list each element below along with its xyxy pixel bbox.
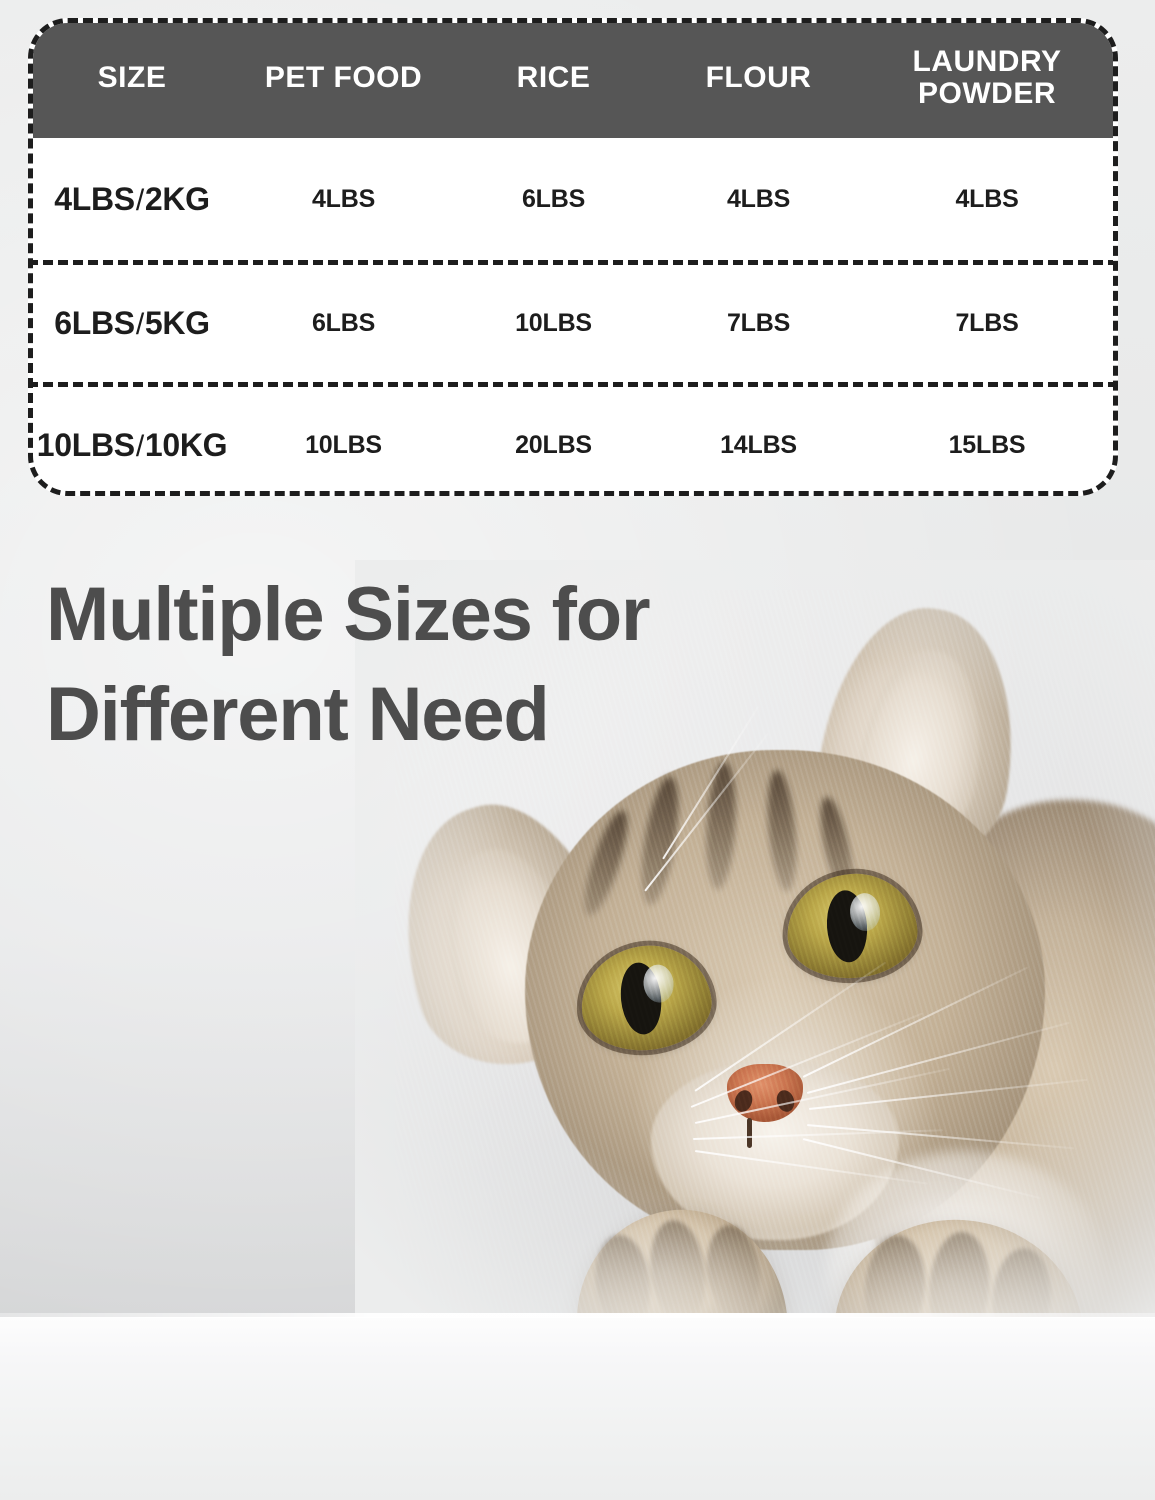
cell-pet-food: 4LBS [311,184,376,213]
cell-rice: 20LBS [515,431,592,459]
size-spec-table: SIZE PET FOOD RICE FLOUR LAUNDRY POWDER … [28,18,1118,496]
column-header-rice: RICE [516,60,591,94]
cell-rice: 10LBS [515,309,592,337]
cell-rice: 6LBS [521,184,586,213]
headline-line-1: Multiple Sizes for [46,572,651,657]
column-header-size: SIZE [97,60,167,94]
size-lbs: 6LBS [54,305,135,341]
cell-flour: 7LBS [726,309,791,337]
white-ledge-surface [0,1318,1155,1500]
table-row: 4LBS/2KG 4LBS 6LBS 4LBS 4LBS [33,138,1113,260]
laundry-line-2: POWDER [918,77,1056,110]
headline-line-2: Different Need [46,672,550,758]
laundry-line-1: LAUNDRY [912,44,1062,78]
cell-size: 6LBS/5KG [33,305,236,342]
table-row: 10LBS/10KG 10LBS 20LBS 14LBS 15LBS [33,382,1113,491]
column-header-flour: FLOUR [705,60,812,94]
size-separator: / [135,183,144,217]
cell-flour: 4LBS [726,184,791,213]
table-header-row: SIZE PET FOOD RICE FLOUR LAUNDRY POWDER [33,23,1113,138]
cell-laundry-powder: 4LBS [955,184,1019,213]
cell-size: 4LBS/2KG [33,180,236,218]
column-header-pet-food: PET FOOD [264,60,423,94]
size-kg: 10KG [144,427,228,463]
size-kg: 5KG [144,305,210,341]
size-separator: / [135,430,144,463]
size-lbs: 4LBS [54,180,135,217]
size-separator: / [135,308,144,341]
cell-laundry-powder: 7LBS [955,309,1019,337]
cell-pet-food: 6LBS [311,309,376,337]
table-body: 4LBS/2KG 4LBS 6LBS 4LBS 4LBS 6LBS/5KG 6L… [33,138,1113,491]
headline: Multiple Sizes for Different Need [46,565,846,766]
cell-flour: 14LBS [720,431,797,459]
table-row: 6LBS/5KG 6LBS 10LBS 7LBS 7LBS [33,260,1113,382]
cat-mouth [747,1118,752,1148]
cell-size: 10LBS/10KG [33,427,236,464]
size-kg: 2KG [144,180,210,217]
cell-laundry-powder: 15LBS [948,431,1026,459]
ledge-highlight [0,1313,1155,1319]
size-lbs: 10LBS [36,427,135,463]
cell-pet-food: 10LBS [305,431,382,459]
column-header-laundry-powder: LAUNDRY POWDER [861,44,1113,110]
